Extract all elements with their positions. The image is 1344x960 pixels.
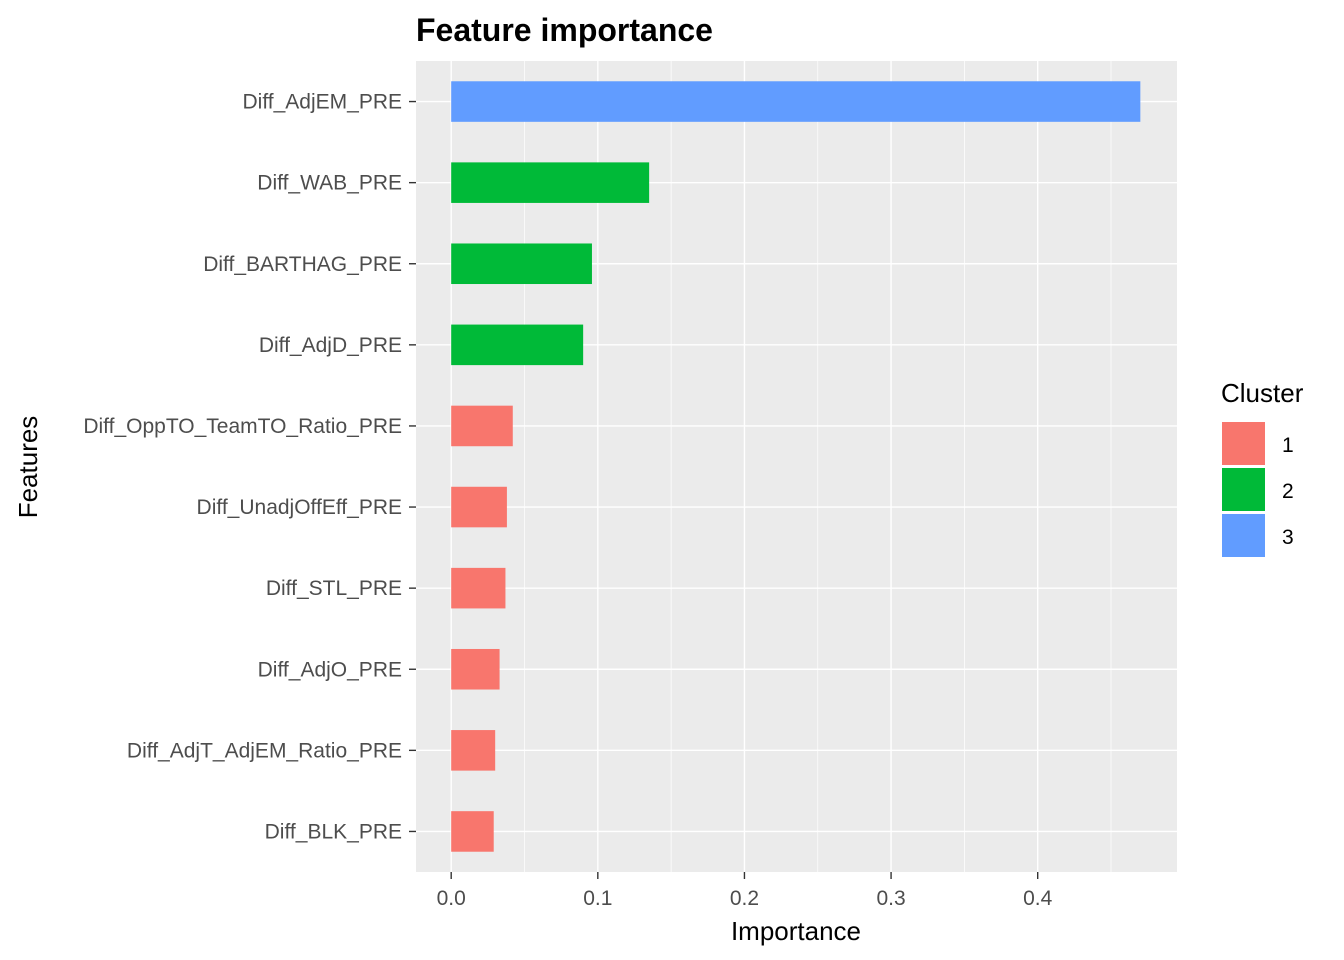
x-tick-label: 0.0 [437,887,466,910]
bar [451,730,496,771]
legend-key [1222,468,1265,511]
y-axis-ticks: Diff_AdjEM_PRE Diff_WAB_PRE Diff_BARTHAG_P… [83,91,416,843]
x-axis-ticks: 0.0 0.1 0.2 0.3 0.4 [437,872,1053,910]
y-tick-label: Diff_STL_PRE [266,577,402,600]
bar [451,162,650,203]
bar [451,324,584,366]
legend-title: Cluster [1221,378,1304,408]
y-tick-label: Diff_UnadjOffEff_PRE [197,496,402,519]
x-tick-label: 0.1 [583,887,612,910]
y-tick-label: Diff_AdjO_PRE [258,658,402,681]
legend-label: 3 [1282,526,1294,549]
bar [451,567,506,609]
y-tick-label: Diff_WAB_PRE [257,172,402,195]
legend-label: 1 [1282,434,1294,457]
legend-key [1222,422,1265,465]
y-tick-label: Diff_AdjT_AdjEM_Ratio_PRE [127,739,402,762]
y-tick-label: Diff_AdjD_PRE [259,334,402,357]
y-axis-title: Features [13,416,43,519]
bars [451,81,1141,852]
x-tick-label: 0.2 [730,887,759,910]
x-tick-label: 0.3 [876,887,905,910]
legend: Cluster 1 2 3 [1221,378,1304,557]
bar [451,243,592,285]
bar [451,486,507,528]
bar [451,811,494,852]
y-tick-label: Diff_AdjEM_PRE [242,91,402,114]
y-tick-label: Diff_BARTHAG_PRE [203,253,402,276]
chart-title: Feature importance [416,12,713,48]
bar [451,81,1141,122]
y-tick-label: Diff_BLK_PRE [265,820,402,843]
legend-key [1222,514,1265,557]
bar [451,405,513,447]
bar [451,648,500,690]
y-tick-label: Diff_OppTO_TeamTO_Ratio_PRE [83,415,402,438]
legend-label: 2 [1282,480,1294,503]
x-tick-label: 0.4 [1023,887,1053,910]
x-axis-title: Importance [731,916,861,946]
